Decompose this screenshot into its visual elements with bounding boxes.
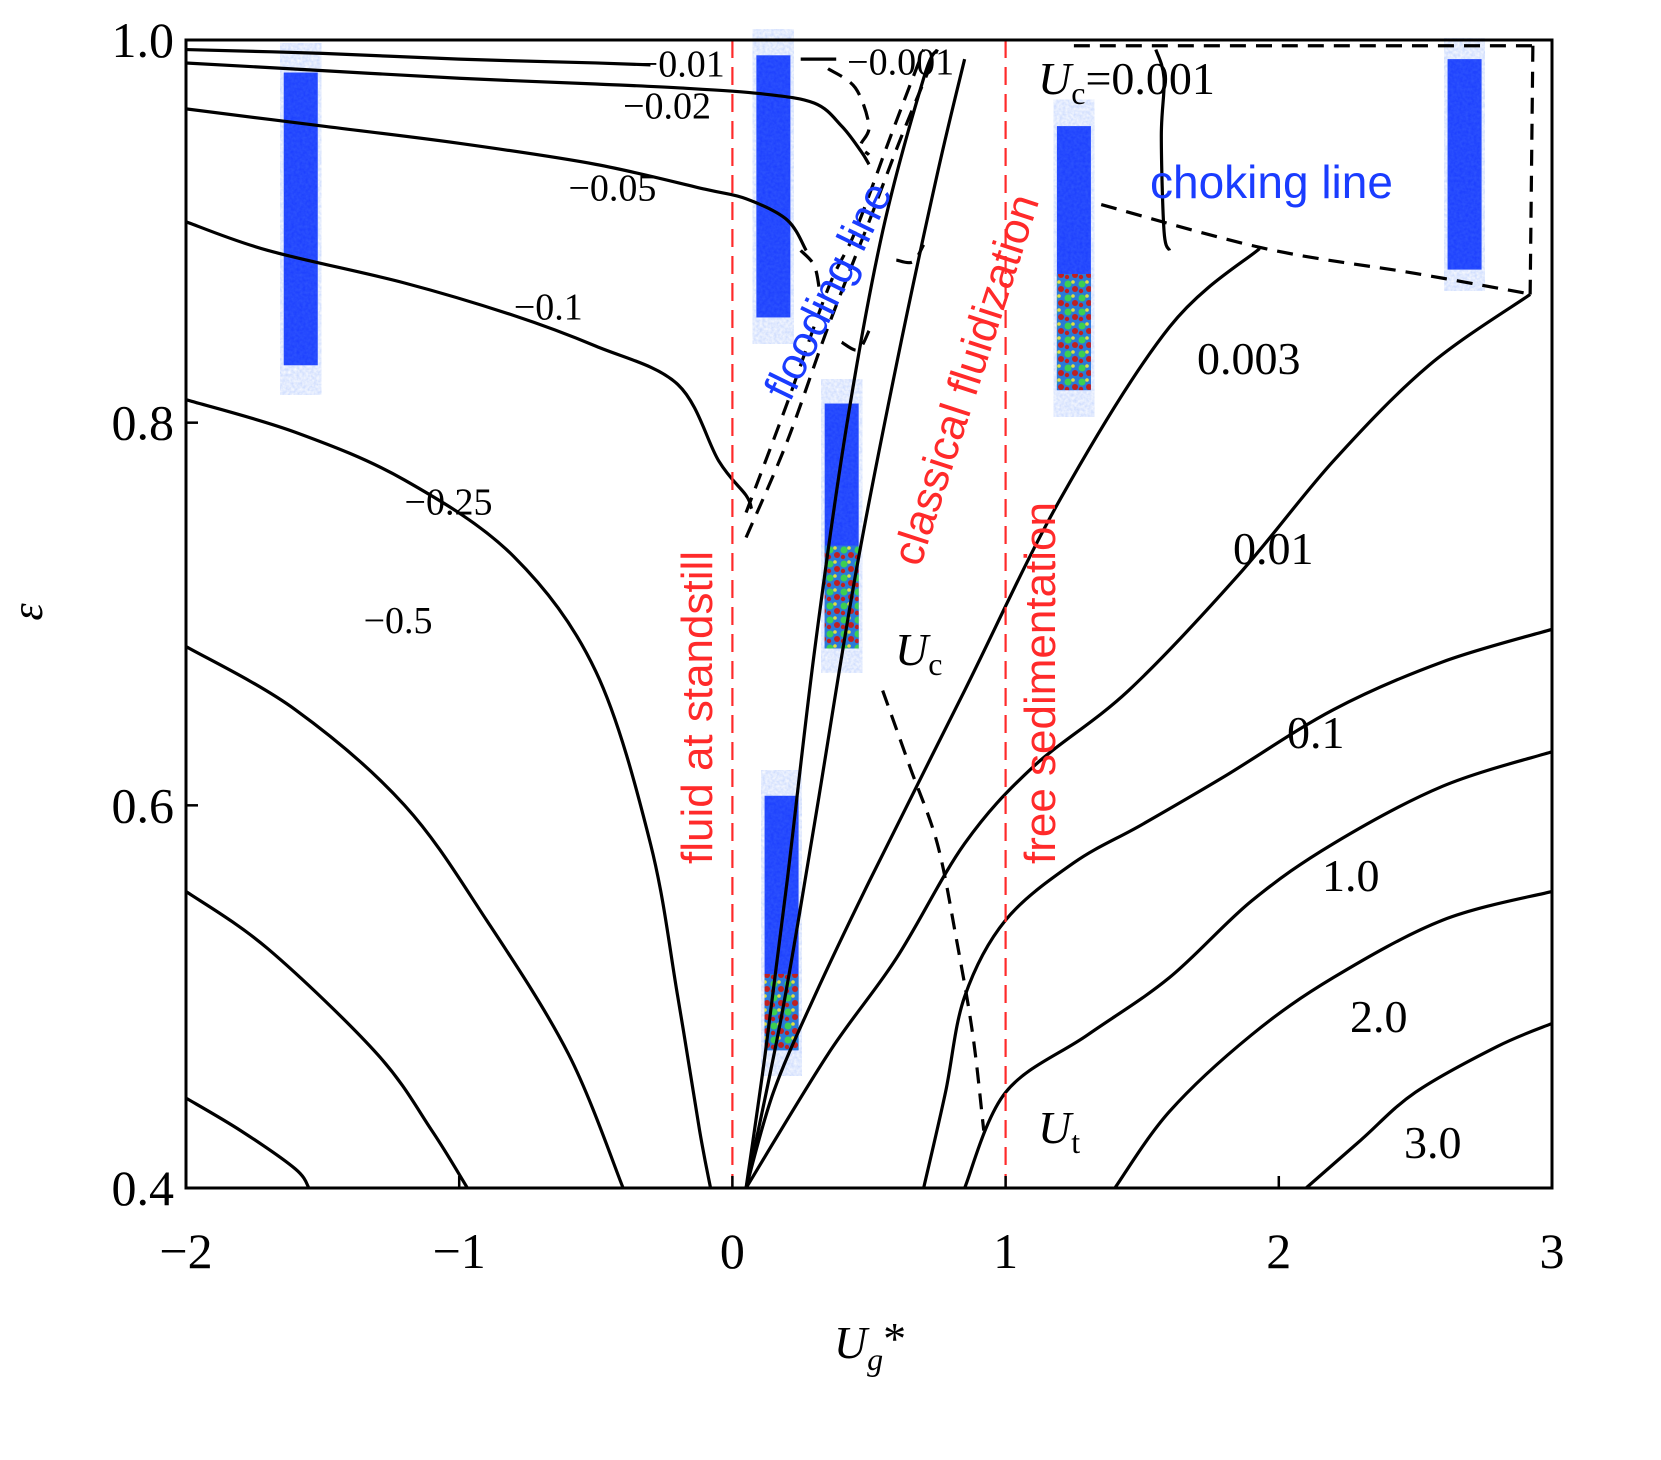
flood-crescent-b bbox=[840, 330, 871, 352]
y-tick-label: 1.0 bbox=[112, 12, 175, 68]
tube-standstill-dilute-texture bbox=[283, 72, 318, 366]
contour-label--0.02: −0.02 bbox=[623, 85, 711, 127]
label-1.0: 1.0 bbox=[1322, 850, 1380, 901]
flooding-line-outer bbox=[744, 48, 939, 539]
flood-crescent-c bbox=[895, 243, 926, 265]
tube-choking-texture bbox=[1447, 59, 1482, 270]
plot-frame bbox=[184, 38, 1554, 1190]
contour-lines bbox=[186, 47, 1552, 1188]
regime-lines bbox=[731, 40, 1007, 1188]
label-3.0: 3.0 bbox=[1404, 1117, 1462, 1168]
ut-main: U bbox=[1038, 1102, 1074, 1153]
contour--0.02 bbox=[186, 61, 871, 166]
y-tick-label: 0.8 bbox=[112, 395, 175, 451]
contour-label--0.1: −0.1 bbox=[514, 286, 583, 328]
contour--2 bbox=[186, 1096, 311, 1188]
contour-0.003 bbox=[744, 247, 1261, 1188]
uc-top-label: Uc=0.001 bbox=[1038, 53, 1215, 111]
contour-labels: −0.01 −0.001 −0.02 −0.05 −0.1 −0.25 −0.5 bbox=[364, 41, 955, 642]
uc-top-main: U bbox=[1038, 53, 1074, 104]
x-axis-label-sub: g bbox=[867, 1341, 883, 1377]
contour-0.1 bbox=[922, 627, 1552, 1188]
contour-label--0.01: −0.01 bbox=[637, 43, 725, 85]
contour-0.0005 bbox=[744, 58, 967, 1188]
x-axis-ticks: −2 −1 0 1 2 3 bbox=[159, 1176, 1565, 1279]
contour-1 bbox=[963, 750, 1552, 1188]
tube-sedimentation bbox=[1056, 126, 1091, 391]
y-tick-label: 0.4 bbox=[112, 1160, 175, 1216]
x-axis-label-sup: * bbox=[883, 1313, 906, 1364]
contour-0.001 bbox=[1154, 49, 1172, 252]
tube-flooding bbox=[756, 55, 791, 318]
contour-0 bbox=[744, 48, 939, 1188]
uc-mid-sub: c bbox=[928, 646, 942, 682]
contour--0.05 bbox=[186, 107, 808, 252]
label-2.0: 2.0 bbox=[1350, 991, 1408, 1042]
x-tick-label: −1 bbox=[433, 1223, 486, 1279]
y-axis-label: ε bbox=[3, 603, 52, 621]
uc-top-value: =0.001 bbox=[1085, 53, 1214, 104]
free-sedimentation-label: free sedimentation bbox=[1016, 502, 1065, 864]
contour--0.5 bbox=[186, 645, 625, 1188]
x-tick-label: 1 bbox=[993, 1223, 1018, 1279]
tube-standstill-dilute bbox=[283, 72, 318, 366]
y-tick-label: 0.6 bbox=[112, 777, 175, 833]
flood-crescent-a bbox=[799, 249, 822, 293]
contour-label--0.05: −0.05 bbox=[568, 168, 656, 210]
contour-2 bbox=[1113, 889, 1552, 1188]
x-axis-label: Ug* bbox=[834, 1313, 906, 1377]
uc-mid-label: Uc bbox=[895, 624, 942, 682]
choking-line-right bbox=[1528, 45, 1535, 295]
dashed-boundary-lines bbox=[744, 44, 1539, 1131]
uc-line bbox=[881, 689, 986, 1131]
contour-3 bbox=[1305, 1021, 1552, 1188]
tube-classical-dense bbox=[824, 545, 859, 649]
flooding-line-inner bbox=[744, 48, 926, 514]
fluid-at-standstill-label: fluid at standstill bbox=[673, 551, 722, 864]
ut-sub: t bbox=[1071, 1124, 1080, 1160]
contour-label--0.001: −0.001 bbox=[847, 41, 954, 83]
tube-sedimentation-dense bbox=[1056, 273, 1091, 391]
label-0.01: 0.01 bbox=[1233, 523, 1314, 574]
tube-choking bbox=[1447, 59, 1482, 270]
x-tick-label: 3 bbox=[1540, 1223, 1565, 1279]
uc-mid-main: U bbox=[895, 624, 931, 675]
x-tick-label: 0 bbox=[720, 1223, 745, 1279]
uc-top-sub: c bbox=[1071, 75, 1085, 111]
y-axis-ticks: 0.4 0.6 0.8 1.0 bbox=[112, 12, 198, 1216]
contour-label--0.25: −0.25 bbox=[405, 482, 493, 524]
contour--0.1 bbox=[186, 220, 754, 510]
label-0.1: 0.1 bbox=[1287, 707, 1345, 758]
contour-0.01 bbox=[744, 293, 1532, 1188]
contour--0.01 bbox=[186, 47, 651, 67]
choking-line-bottom bbox=[1100, 203, 1534, 297]
contour--1 bbox=[186, 890, 469, 1188]
ut-label: Ut bbox=[1038, 1102, 1080, 1160]
choking-line-label: choking line bbox=[1150, 156, 1393, 208]
contour-label--0.5: −0.5 bbox=[364, 600, 433, 642]
label-0.003: 0.003 bbox=[1197, 333, 1301, 384]
x-tick-label: −2 bbox=[159, 1223, 212, 1279]
x-tick-label: 2 bbox=[1266, 1223, 1291, 1279]
contour--0.25 bbox=[186, 398, 713, 1188]
tube-classical bbox=[824, 403, 859, 649]
tube-flooding-texture bbox=[756, 55, 791, 318]
x-axis-label-main: U bbox=[834, 1317, 870, 1368]
